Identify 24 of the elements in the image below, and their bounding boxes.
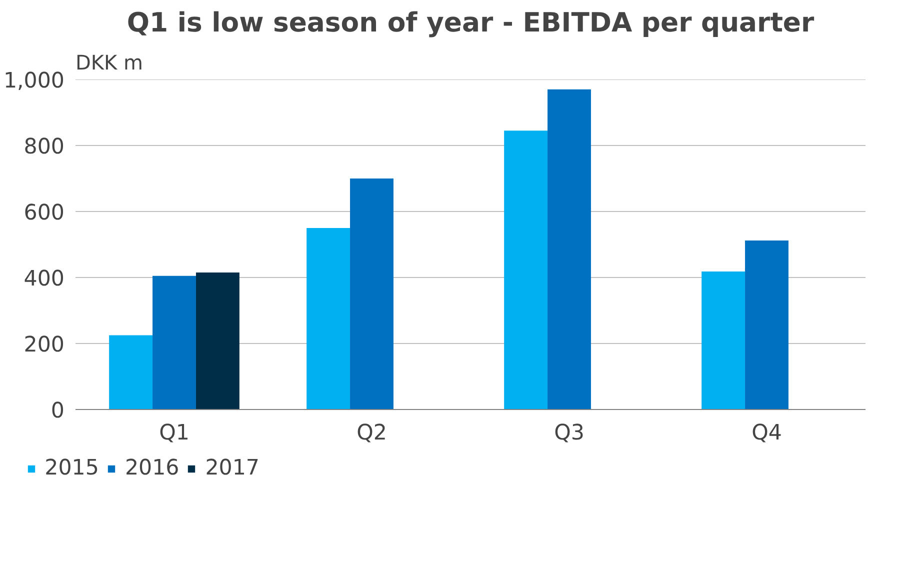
x-tick-label: Q3 [554, 420, 584, 446]
y-tick-label: 600 [24, 200, 65, 226]
x-tick-label: Q1 [159, 420, 190, 446]
y-tick-label: 1,000 [3, 68, 65, 94]
chart-title: Q1 is low season of year - EBITDA per quarter [126, 8, 816, 38]
bar [745, 240, 788, 410]
x-tick-label: Q4 [752, 420, 782, 446]
y-tick-label: 0 [50, 398, 65, 424]
legend-label: 2016 [124, 456, 180, 480]
bar [548, 89, 591, 410]
y-axis-title: DKK m [76, 50, 143, 74]
bar [152, 276, 196, 410]
x-tick-label: Q2 [356, 420, 387, 446]
legend-label: 2015 [44, 456, 99, 480]
y-tick-label: 400 [24, 266, 65, 292]
bar [306, 228, 350, 410]
bar [350, 178, 394, 410]
legend-label: 2017 [205, 456, 260, 480]
bar [109, 335, 153, 410]
y-tick-label: 800 [24, 134, 65, 160]
bar [702, 272, 746, 410]
bar [196, 272, 240, 410]
bar [504, 130, 548, 410]
y-tick-label: 200 [24, 332, 65, 358]
